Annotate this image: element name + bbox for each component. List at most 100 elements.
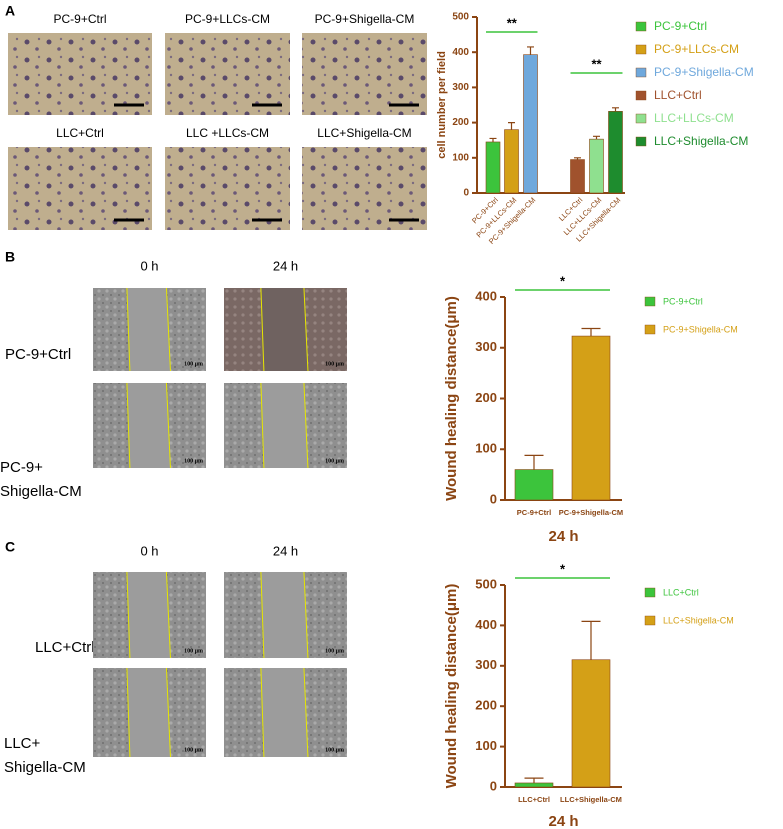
y-tick-label: 200 [452,117,469,128]
significance-label: * [560,273,566,288]
time-label: 0 h [140,258,158,273]
error-bar [593,135,600,140]
wound-edge [303,571,309,659]
y-axis-label: Wound healing distance(μm) [443,296,460,501]
image-caption: LLC+Ctrl [56,126,104,140]
bar [571,659,611,788]
y-tick-label: 0 [490,778,497,793]
wound-edge [165,287,171,372]
scale-label: 100 μm [184,648,203,654]
error-bar [581,327,601,337]
row-label: Shigella-CM [0,483,82,500]
y-tick-label: 300 [452,82,469,93]
error-bar [524,454,544,470]
wound-edge [165,382,171,469]
time-label: 24 h [273,258,298,273]
legend-swatch [644,296,656,307]
bar [523,54,538,194]
x-axis-label: 24 h [548,813,578,829]
legend-label: LLC+Ctrl [654,88,702,102]
wound-gap [126,288,171,371]
wound-gap [126,383,171,468]
row-label: PC-9+Ctrl [5,346,71,363]
scale-label: 100 μm [184,747,203,753]
image-caption: LLC+Shigella-CM [317,126,411,140]
wound-edge [260,287,265,372]
bar [608,111,623,194]
legend-label: LLC+LLCs-CM [654,111,734,125]
scale-label: 100 μm [325,747,344,753]
wound-gap [260,383,308,468]
y-tick-label: 300 [475,339,497,354]
wound-edge [303,667,309,758]
wound-edge [126,382,131,469]
y-tick-label: 400 [475,617,497,632]
legend-label: PC-9+LLCs-CM [654,42,739,56]
legend-label: LLC+Shigella-CM [663,615,734,625]
y-tick-label: 100 [475,738,497,753]
scale-label: 100 μm [184,361,203,367]
bar [504,129,519,194]
error-bar [524,777,544,783]
significance-label: * [560,561,566,576]
significance-label: ** [591,56,602,71]
wound-edge [165,667,171,758]
panel-label: A [5,3,15,19]
y-tick-label: 100 [475,441,497,456]
y-tick-label: 0 [463,188,469,199]
x-axis-label: 24 h [548,528,578,545]
wound-gap [260,288,308,371]
image-caption: PC-9+Shigella-CM [315,12,415,26]
legend-label: PC-9+Ctrl [654,19,707,33]
wound-edge [126,667,131,758]
legend-label: PC-9+Shigella-CM [663,324,738,334]
legend-label: LLC+Shigella-CM [654,134,748,148]
y-tick-label: 500 [475,576,497,591]
micrograph [302,147,427,230]
error-bar [581,620,601,660]
wound-edge [126,571,131,659]
legend-swatch [644,324,656,335]
y-tick-label: 200 [475,698,497,713]
wound-edge [260,571,265,659]
y-tick-label: 300 [475,657,497,672]
wound-edge [260,382,265,469]
wound-gap [260,572,308,658]
wound-gap [126,668,171,757]
legend-label: LLC+Ctrl [663,587,699,597]
legend-swatch [635,90,647,101]
time-label: 24 h [273,543,298,558]
x-tick-label: LLC+Shigella-CM [560,795,622,804]
panel-label: B [5,249,15,265]
wound-edge [260,667,265,758]
y-tick-label: 400 [475,288,497,303]
legend-swatch [635,113,647,124]
legend-swatch [635,21,647,32]
error-bar [574,157,581,160]
wound-edge [303,287,309,372]
legend-swatch [635,67,647,78]
panel-label: C [5,539,15,555]
scale-label: 100 μm [325,458,344,464]
legend-swatch [644,615,656,626]
row-label: LLC+ [4,735,41,752]
micrograph [302,33,427,115]
bar [570,159,585,194]
legend-swatch [644,587,656,598]
image-caption: PC-9+LLCs-CM [185,12,270,26]
wound-gap [126,572,171,658]
y-tick-label: 400 [452,47,469,58]
time-label: 0 h [140,543,158,558]
row-label: PC-9+ [0,459,43,476]
x-tick-label: PC-9+Ctrl [517,508,551,517]
scale-label: 100 μm [325,361,344,367]
legend-label: PC-9+Ctrl [663,296,703,306]
error-bar [508,122,515,130]
y-tick-label: 200 [475,390,497,405]
y-tick-label: 0 [490,491,497,506]
scale-label: 100 μm [184,458,203,464]
micrograph [165,147,290,230]
y-tick-label: 100 [452,152,469,163]
y-axis-label: Wound healing distance(μm) [443,584,460,789]
